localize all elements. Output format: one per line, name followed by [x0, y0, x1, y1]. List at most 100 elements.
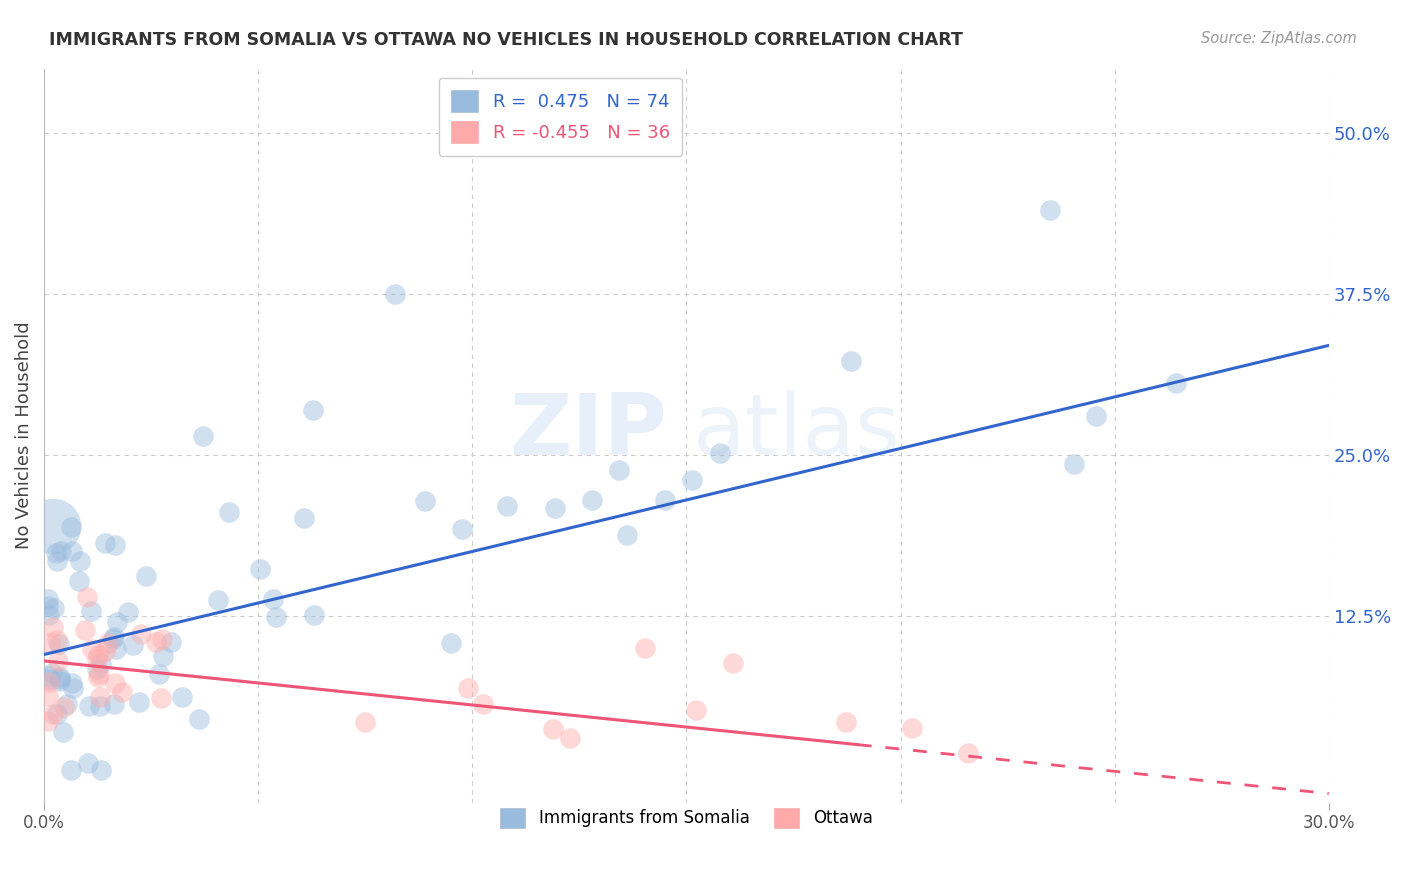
Text: IMMIGRANTS FROM SOMALIA VS OTTAWA NO VEHICLES IN HOUSEHOLD CORRELATION CHART: IMMIGRANTS FROM SOMALIA VS OTTAWA NO VEH…: [49, 31, 963, 49]
Point: [56, 697, 79, 711]
Point: [59, 764, 82, 778]
Point: [207, 593, 229, 607]
Point: [46, 554, 69, 568]
Point: [616, 527, 638, 541]
Point: [218, 505, 240, 519]
Point: [86, 662, 108, 676]
Point: [249, 561, 271, 575]
Point: [160, 635, 183, 649]
Point: [90, 764, 112, 778]
Point: [117, 605, 139, 619]
Point: [543, 500, 565, 515]
Point: [131, 627, 153, 641]
Point: [607, 463, 630, 477]
Point: [634, 641, 657, 656]
Point: [841, 353, 863, 368]
Point: [89, 667, 111, 681]
Y-axis label: No Vehicles in Household: No Vehicles in Household: [15, 322, 32, 549]
Point: [496, 499, 519, 513]
Point: [354, 714, 377, 729]
Point: [541, 722, 564, 736]
Point: [89, 690, 111, 704]
Point: [45, 546, 67, 560]
Point: [87, 648, 110, 662]
Point: [38, 675, 60, 690]
Point: [93, 643, 115, 657]
Point: [188, 712, 211, 726]
Point: [103, 630, 125, 644]
Point: [41, 518, 63, 533]
Point: [80, 642, 103, 657]
Point: [709, 445, 731, 459]
Point: [67, 574, 90, 588]
Point: [956, 747, 979, 761]
Text: Source: ZipAtlas.com: Source: ZipAtlas.com: [1201, 31, 1357, 46]
Point: [111, 685, 134, 699]
Point: [37, 599, 59, 613]
Point: [38, 636, 60, 650]
Point: [302, 608, 325, 623]
Point: [415, 494, 437, 508]
Point: [685, 703, 707, 717]
Point: [1166, 376, 1188, 390]
Point: [105, 615, 128, 629]
Point: [62, 681, 84, 696]
Point: [191, 428, 214, 442]
Point: [170, 690, 193, 705]
Point: [37, 689, 59, 703]
Point: [581, 492, 603, 507]
Point: [37, 669, 59, 683]
Point: [681, 474, 703, 488]
Point: [1085, 409, 1108, 423]
Point: [1039, 203, 1062, 218]
Point: [48, 672, 70, 686]
Point: [457, 681, 479, 695]
Point: [128, 695, 150, 709]
Point: [44, 601, 66, 615]
Point: [439, 636, 461, 650]
Point: [105, 641, 128, 656]
Point: [135, 568, 157, 582]
Point: [48, 637, 70, 651]
Point: [145, 634, 167, 648]
Point: [48, 674, 70, 689]
Point: [152, 648, 174, 663]
Point: [46, 633, 69, 648]
Point: [46, 707, 69, 722]
Point: [1063, 457, 1085, 471]
Point: [86, 652, 108, 666]
Point: [73, 623, 96, 637]
Point: [103, 698, 125, 712]
Point: [76, 756, 98, 770]
Point: [148, 666, 170, 681]
Point: [723, 656, 745, 670]
Point: [262, 591, 284, 606]
Point: [60, 544, 83, 558]
Point: [560, 731, 582, 745]
Point: [38, 672, 60, 686]
Point: [451, 522, 474, 536]
Point: [292, 511, 315, 525]
Point: [46, 654, 69, 668]
Point: [104, 676, 127, 690]
Point: [89, 698, 111, 713]
Point: [97, 636, 120, 650]
Point: [42, 706, 65, 721]
Legend: Immigrants from Somalia, Ottawa: Immigrants from Somalia, Ottawa: [494, 801, 879, 835]
Point: [51, 724, 73, 739]
Point: [103, 632, 125, 647]
Point: [60, 675, 83, 690]
Point: [264, 610, 287, 624]
Point: [69, 554, 91, 568]
Point: [42, 620, 65, 634]
Point: [149, 690, 172, 705]
Point: [94, 535, 117, 549]
Point: [37, 714, 59, 729]
Point: [471, 697, 494, 711]
Text: atlas: atlas: [693, 391, 901, 474]
Point: [122, 638, 145, 652]
Point: [384, 286, 406, 301]
Point: [901, 721, 924, 735]
Point: [38, 608, 60, 623]
Point: [37, 591, 59, 606]
